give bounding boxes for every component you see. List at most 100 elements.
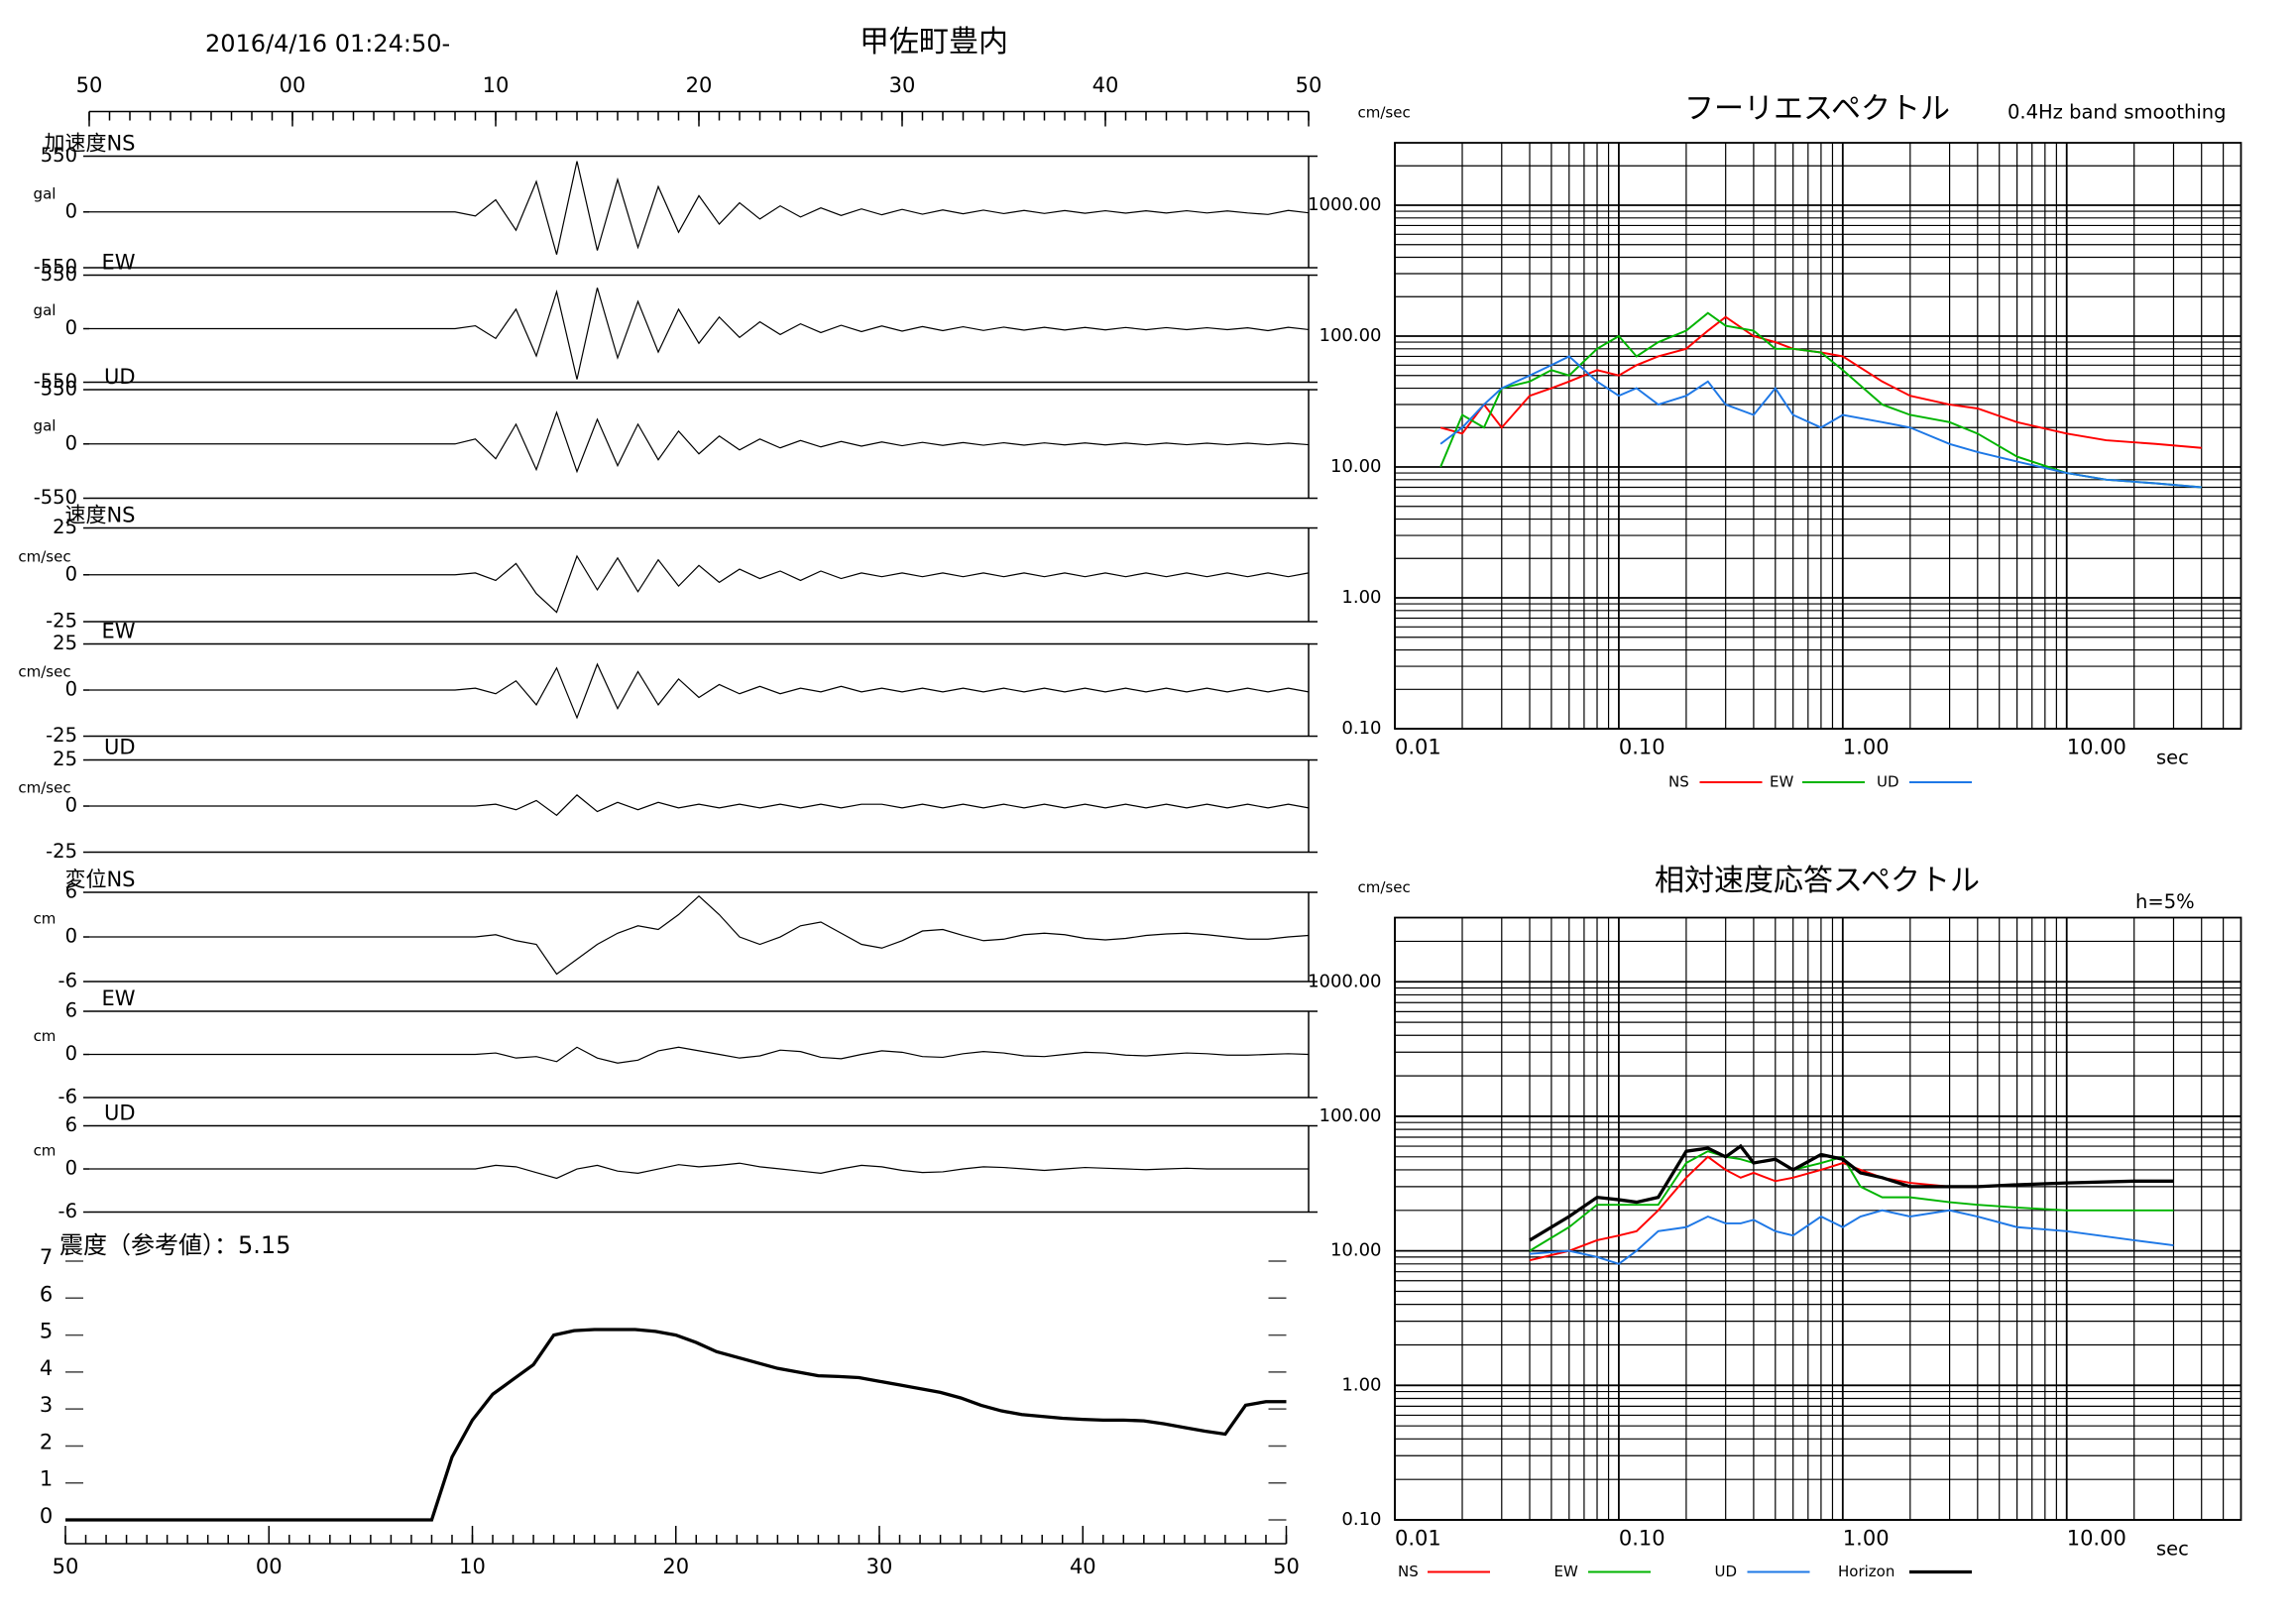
legend-label: NS bbox=[1668, 773, 1689, 791]
x-tick-label: 30 bbox=[866, 1555, 893, 1578]
trace-label: EW bbox=[101, 620, 135, 643]
x-tick-label: 20 bbox=[662, 1555, 689, 1578]
x-tick-label: 0.01 bbox=[1395, 1527, 1441, 1551]
y-tick-label: 6 bbox=[40, 1282, 53, 1306]
y-tick-label: 1000.00 bbox=[1308, 194, 1381, 215]
y-tick-label: 6 bbox=[65, 880, 77, 903]
y-tick-label: 6 bbox=[65, 999, 77, 1022]
y-tick-label: -25 bbox=[46, 840, 77, 863]
x-tick-label: 00 bbox=[280, 73, 306, 97]
y-unit: cm/sec bbox=[1358, 878, 1411, 896]
y-tick-label: -6 bbox=[58, 970, 77, 992]
waveform bbox=[89, 894, 1310, 976]
y-tick-label: 100.00 bbox=[1320, 325, 1382, 346]
y-tick-label: -6 bbox=[58, 1086, 77, 1108]
y-tick-label: 0 bbox=[65, 316, 77, 339]
x-unit: sec bbox=[2156, 1538, 2189, 1561]
y-tick-label: 4 bbox=[40, 1356, 53, 1380]
unit-label: gal bbox=[34, 301, 57, 319]
waveform bbox=[89, 1162, 1309, 1180]
x-tick-label: 40 bbox=[1070, 1555, 1096, 1578]
x-tick-label: 0.10 bbox=[1619, 1527, 1665, 1551]
unit-label: cm bbox=[34, 1027, 57, 1045]
unit-label: cm/sec bbox=[18, 663, 70, 681]
unit-label: gal bbox=[34, 416, 57, 434]
x-tick-label: 0.01 bbox=[1395, 736, 1441, 759]
station: 甲佐町豊内 bbox=[860, 25, 1008, 59]
y-tick-label: 0 bbox=[40, 1504, 53, 1528]
trace-label: EW bbox=[101, 986, 135, 1010]
subtitle: 0.4Hz band smoothing bbox=[2008, 101, 2227, 124]
x-tick-label: 50 bbox=[1273, 1555, 1300, 1578]
plot-frame bbox=[1394, 142, 2242, 730]
trace-label: 加速度NS bbox=[44, 132, 135, 156]
y-tick-label: 25 bbox=[53, 748, 77, 770]
y-tick-label: 1.00 bbox=[1341, 1374, 1381, 1395]
chart-title: フーリエスペクトル bbox=[1684, 92, 1950, 127]
y-tick-label: -550 bbox=[34, 256, 77, 279]
y-tick-label: 0 bbox=[65, 199, 77, 222]
x-tick-label: 0.10 bbox=[1619, 736, 1665, 759]
y-tick-label: 2 bbox=[40, 1430, 53, 1453]
waveform bbox=[89, 1046, 1310, 1064]
trace-label: EW bbox=[101, 251, 135, 275]
datetime: 2016/4/16 01:24:50- bbox=[205, 30, 450, 58]
y-tick-label: 0 bbox=[65, 925, 77, 948]
y-tick-label: 1.00 bbox=[1341, 587, 1381, 608]
legend-label: Horizon bbox=[1838, 1563, 1894, 1580]
x-tick-label: 50 bbox=[76, 73, 103, 97]
trace-label: UD bbox=[104, 1101, 136, 1125]
unit-label: gal bbox=[34, 184, 57, 202]
legend-label: EW bbox=[1770, 773, 1793, 791]
y-tick-label: 0 bbox=[65, 431, 77, 454]
y-tick-label: 10.00 bbox=[1330, 456, 1382, 477]
x-tick-label: 1.00 bbox=[1843, 736, 1890, 759]
x-tick-label: 10 bbox=[483, 73, 510, 97]
y-tick-label: 100.00 bbox=[1320, 1105, 1382, 1126]
y-unit: cm/sec bbox=[1358, 104, 1411, 122]
y-tick-label: 25 bbox=[53, 516, 77, 538]
spectrum-line bbox=[1529, 1209, 2174, 1265]
legend-label: UD bbox=[1715, 1563, 1738, 1580]
y-tick-label: -25 bbox=[46, 724, 77, 747]
spectrum-line bbox=[1439, 355, 2202, 489]
x-tick-label: 20 bbox=[686, 73, 713, 97]
y-tick-label: 0 bbox=[65, 678, 77, 701]
spectrum-line bbox=[1529, 1143, 2174, 1242]
unit-label: cm/sec bbox=[18, 779, 70, 797]
y-tick-label: 5 bbox=[40, 1320, 53, 1343]
subtitle: h=5% bbox=[2135, 890, 2195, 913]
y-tick-label: 6 bbox=[65, 1113, 77, 1136]
y-tick-label: 0 bbox=[65, 794, 77, 817]
chart-title: 相対速度応答スペクトル bbox=[1655, 864, 1980, 898]
y-tick-label: 0.10 bbox=[1341, 1509, 1381, 1530]
waveform bbox=[89, 554, 1310, 614]
legend-label: NS bbox=[1398, 1563, 1419, 1580]
x-tick-label: 10 bbox=[459, 1555, 486, 1578]
y-tick-label: -550 bbox=[34, 370, 77, 393]
plot-frame bbox=[1394, 916, 2242, 1521]
trace-label: 変位NS bbox=[64, 868, 135, 891]
y-tick-label: 0.10 bbox=[1341, 718, 1381, 739]
intensity-line bbox=[65, 1328, 1287, 1522]
y-tick-label: 7 bbox=[40, 1245, 53, 1269]
x-unit: sec bbox=[2156, 747, 2189, 769]
y-tick-label: 550 bbox=[41, 263, 77, 286]
x-tick-label: 30 bbox=[889, 73, 916, 97]
spectrum-line bbox=[1439, 311, 2202, 489]
x-tick-label: 00 bbox=[256, 1555, 283, 1578]
x-tick-label: 50 bbox=[1296, 73, 1322, 97]
y-tick-label: 550 bbox=[41, 144, 77, 167]
y-tick-label: 25 bbox=[53, 632, 77, 654]
x-tick-label: 10.00 bbox=[2067, 736, 2126, 759]
waveform bbox=[89, 662, 1310, 720]
x-tick-label: 40 bbox=[1092, 73, 1119, 97]
x-tick-label: 50 bbox=[53, 1555, 79, 1578]
legend-label: UD bbox=[1877, 773, 1899, 791]
unit-label: cm/sec bbox=[18, 547, 70, 565]
unit-label: cm bbox=[34, 910, 57, 928]
trace-label: UD bbox=[104, 365, 136, 389]
y-tick-label: 1000.00 bbox=[1308, 971, 1381, 991]
